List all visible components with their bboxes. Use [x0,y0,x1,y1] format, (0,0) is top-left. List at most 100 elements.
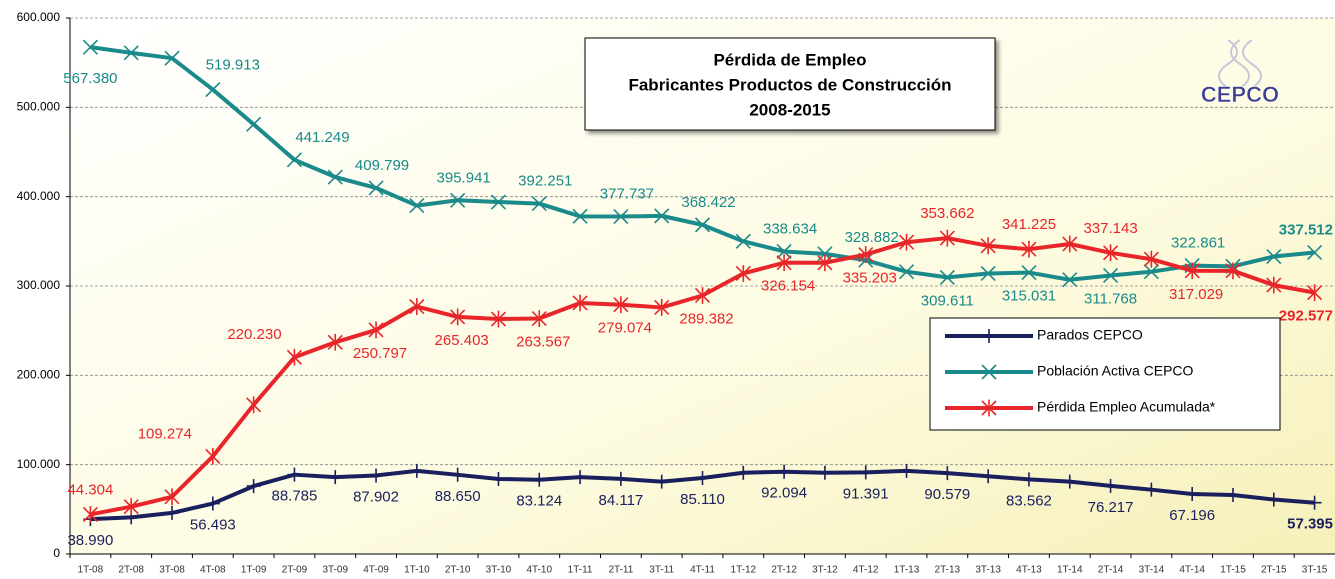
x-tick-label: 1T-12 [731,565,757,576]
y-tick-label: 100.000 [17,457,61,471]
data-point [735,233,751,249]
data-point [409,463,424,478]
x-tick-label: 1T-15 [1220,565,1246,576]
data-label: 92.094 [761,485,807,502]
data-label: 315.031 [1002,288,1056,305]
data-point [1266,492,1281,507]
data-point [1021,265,1037,281]
x-tick-label: 4T-11 [690,565,715,576]
data-point [817,465,832,480]
data-point [286,348,303,366]
legend-label: Pérdida Empleo Acumulada* [1037,399,1216,415]
data-label: 337.143 [1083,220,1137,237]
data-point [205,496,220,511]
data-label: 56.493 [190,517,236,534]
data-point [532,472,547,487]
data-point [123,45,139,61]
logo-text: CEPCO [1201,82,1279,107]
data-point [1184,262,1200,280]
data-point [980,237,996,255]
data-point [777,464,792,479]
x-tick-label: 4T-08 [200,565,226,576]
data-point [1307,284,1323,302]
data-label: 335.203 [843,270,897,287]
data-point [450,467,465,482]
data-label: 322.861 [1171,235,1225,252]
legend-label: Población Activa CEPCO [1037,363,1194,379]
data-label: 341.225 [1002,216,1056,233]
data-label: 83.562 [1006,492,1052,509]
data-point [654,474,669,489]
x-tick-label: 4T-10 [526,565,552,576]
data-label: 567.380 [63,70,117,87]
data-point [613,296,629,314]
data-point [1102,244,1119,262]
data-point [165,505,180,520]
data-point [164,488,180,506]
data-point [654,208,670,224]
data-point [654,299,670,316]
x-tick-label: 2T-10 [445,565,471,576]
data-label: 392.251 [518,173,572,190]
chart-title: Pérdida de Empleo [713,50,866,69]
x-tick-label: 4T-09 [363,565,389,576]
data-label: 289.382 [679,310,733,327]
data-label: 85.110 [680,491,725,508]
data-point [327,333,343,351]
x-tick-label: 2T-11 [608,565,633,576]
data-point [1062,235,1078,253]
data-point [939,269,955,285]
data-point [613,208,629,225]
data-point [490,310,507,328]
x-tick-label: 1T-13 [894,565,920,576]
data-label: 263.567 [516,334,570,351]
data-label: 317.029 [1169,286,1223,303]
x-tick-label: 1T-14 [1057,565,1083,576]
data-label: 395.941 [437,169,491,186]
data-label: 519.913 [206,57,260,74]
data-label: 88.785 [271,488,317,505]
data-point [898,233,915,251]
x-tick-label: 4T-14 [1179,565,1205,576]
data-point [1143,264,1159,280]
x-tick-label: 4T-13 [1016,565,1042,576]
legend-marker [982,329,996,343]
data-label: 57.395 [1287,516,1333,533]
x-tick-label: 3T-13 [975,565,1001,576]
y-tick-label: 0 [53,546,60,560]
data-point [776,254,792,272]
chart-title: 2008-2015 [749,100,830,119]
x-tick-label: 2T-15 [1261,565,1287,576]
data-label: 311.768 [1084,290,1137,307]
data-point [1307,244,1323,261]
data-point [450,192,466,208]
data-label: 292.577 [1279,308,1333,325]
data-point [1307,495,1322,510]
data-point [1103,478,1118,493]
data-point [450,308,466,326]
data-point [531,196,547,212]
x-tick-label: 4T-12 [853,565,879,576]
data-point [613,471,628,486]
data-label: 88.650 [435,488,481,505]
data-point [531,310,547,327]
x-tick-label: 3T-15 [1302,565,1328,576]
data-point [368,321,384,339]
data-label: 441.249 [295,129,349,146]
data-point [409,298,425,315]
data-point [1225,488,1240,503]
data-label: 279.074 [598,320,652,337]
data-point [858,246,874,263]
data-point [898,264,915,280]
data-point [369,468,384,483]
data-point [572,208,588,224]
data-label: 44.304 [67,481,113,498]
data-point [82,39,98,55]
data-label: 84.117 [599,492,644,509]
y-tick-label: 200.000 [17,368,61,382]
data-point [287,467,302,482]
y-tick-label: 500.000 [17,100,61,114]
data-label: 250.797 [353,345,407,362]
data-point [205,447,221,465]
